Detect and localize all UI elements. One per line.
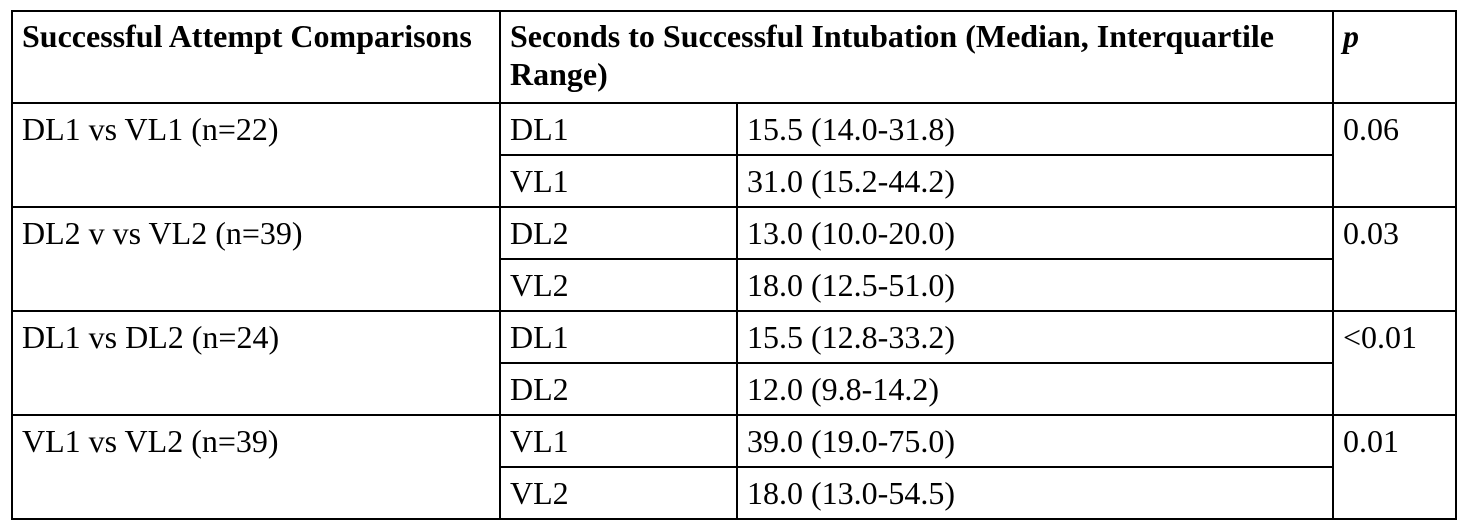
arm-cell: DL1 <box>499 102 738 156</box>
table-row: DL1 vs DL2 (n=24) DL1 15.5 (12.8-33.2) <… <box>11 310 1457 416</box>
comparison-cell: DL1 vs DL2 (n=24) <box>11 310 501 416</box>
value-cell: 18.0 (12.5-51.0) <box>736 258 1334 312</box>
value-cell: 39.0 (19.0-75.0) <box>736 414 1334 468</box>
arm-cell: VL2 <box>499 466 738 520</box>
table-row: DL2 v vs VL2 (n=39) DL2 13.0 (10.0-20.0)… <box>11 206 1457 312</box>
p-value-cell: 0.01 <box>1332 414 1457 520</box>
arm-cell: DL1 <box>499 310 738 364</box>
arm-cell: VL1 <box>499 154 738 208</box>
value-cell: 31.0 (15.2-44.2) <box>736 154 1334 208</box>
value-cell: 15.5 (12.8-33.2) <box>736 310 1334 364</box>
arm-cell: VL1 <box>499 414 738 468</box>
p-value-cell: 0.03 <box>1332 206 1457 312</box>
header-seconds: Seconds to Successful Intubation (Median… <box>499 10 1334 104</box>
comparison-cell: DL2 v vs VL2 (n=39) <box>11 206 501 312</box>
results-table: Successful Attempt Comparisons Seconds t… <box>11 10 1457 520</box>
comparison-cell: VL1 vs VL2 (n=39) <box>11 414 501 520</box>
header-p: p <box>1332 10 1457 104</box>
header-row: Successful Attempt Comparisons Seconds t… <box>11 10 1457 104</box>
value-cell: 12.0 (9.8-14.2) <box>736 362 1334 416</box>
table-row: DL1 vs VL1 (n=22) DL1 15.5 (14.0-31.8) 0… <box>11 102 1457 208</box>
arm-cell: DL2 <box>499 206 738 260</box>
comparison-cell: DL1 vs VL1 (n=22) <box>11 102 501 208</box>
header-comparison: Successful Attempt Comparisons <box>11 10 501 104</box>
value-cell: 13.0 (10.0-20.0) <box>736 206 1334 260</box>
table-row: VL1 31.0 (15.2-44.2) <box>12 154 1456 208</box>
arm-cell: DL2 <box>499 362 738 416</box>
p-value-cell: 0.06 <box>1332 102 1457 208</box>
arm-cell: VL2 <box>499 258 738 312</box>
p-value-cell: <0.01 <box>1332 310 1457 416</box>
table-row: DL2 12.0 (9.8-14.2) <box>12 362 1456 416</box>
table-row: VL1 vs VL2 (n=39) VL1 39.0 (19.0-75.0) 0… <box>11 414 1457 520</box>
value-cell: 18.0 (13.0-54.5) <box>736 466 1334 520</box>
value-cell: 15.5 (14.0-31.8) <box>736 102 1334 156</box>
table-row: VL2 18.0 (12.5-51.0) <box>12 258 1456 312</box>
